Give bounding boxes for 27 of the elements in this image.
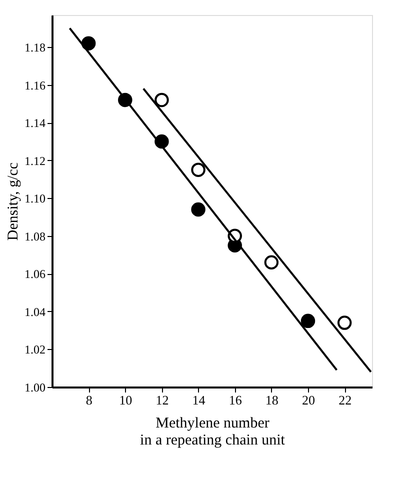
y-tick-label: 1.12 — [24, 154, 46, 168]
x-axis-title: Methylene number in a repeating chain unit — [140, 416, 286, 448]
x-tick-label: 14 — [192, 392, 206, 408]
y-tick-label: 1.10 — [24, 192, 46, 206]
y-tick-label: 1.06 — [24, 267, 46, 282]
y-axis-title: Density, g/cc — [6, 162, 22, 241]
y-tick-label: 1.08 — [24, 229, 46, 244]
point — [191, 162, 206, 177]
point — [81, 36, 96, 50]
y-tick-label: 1.04 — [24, 304, 46, 319]
y-tick-label: 1.02 — [24, 342, 46, 357]
x-tick-label: 16 — [228, 392, 242, 408]
x-tick-label: 8 — [86, 392, 92, 408]
point — [191, 202, 206, 217]
x-tick-label: 20 — [302, 392, 315, 408]
y-tick-label: 1.18 — [24, 40, 46, 55]
point — [154, 92, 169, 108]
point — [337, 316, 352, 330]
x-tick-label: 10 — [119, 392, 132, 408]
y-tick-label: 1.00 — [24, 380, 46, 394]
y-tick-label: 1.14 — [24, 116, 46, 130]
x-tick-label: 18 — [265, 392, 278, 408]
y-tick-label: 1.16 — [24, 78, 46, 92]
point — [264, 255, 279, 270]
x-tick-label: 12 — [156, 392, 169, 408]
x-tick-label: 22 — [338, 392, 352, 408]
point — [300, 314, 316, 328]
